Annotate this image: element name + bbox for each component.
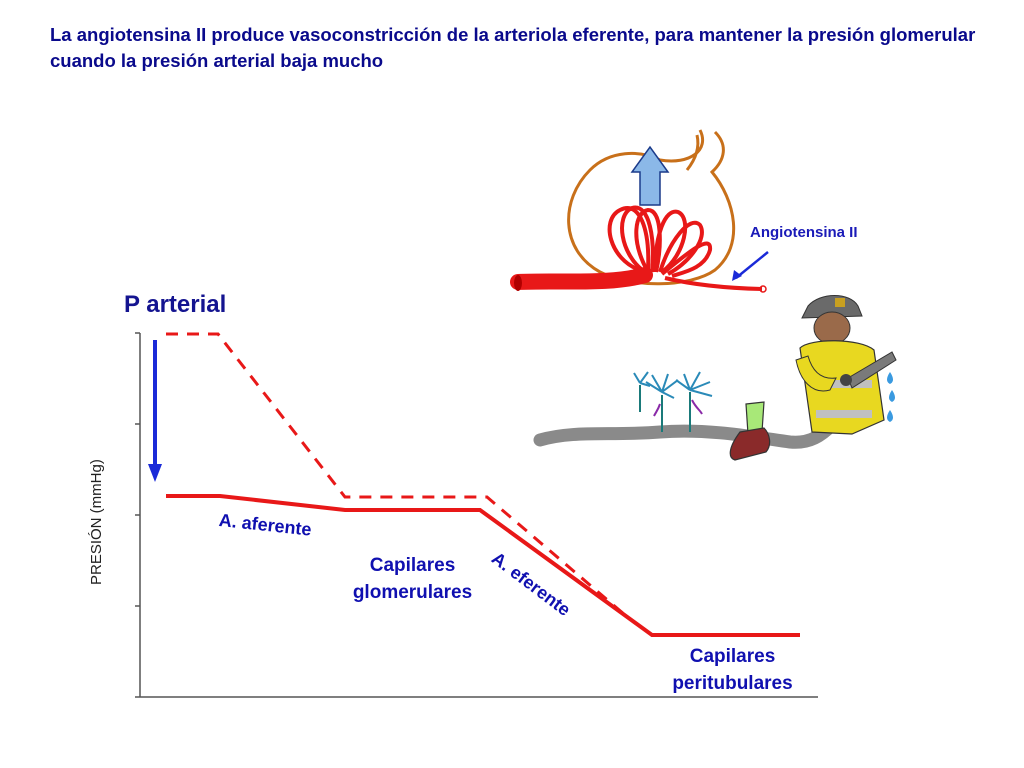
firefighter-icon [795,295,897,435]
efferent-arteriole [664,276,763,291]
p-arterial-label: P arterial [124,291,227,318]
pressure-chart [135,332,818,698]
angiotensin-arrow [732,251,769,281]
angiotensin-label: Angiotensina II [750,224,858,241]
glomerular-capillaries-label: Capilares glomerulares [352,555,473,603]
y-ticks [135,332,140,698]
flower-icon [633,371,713,432]
water-drop-icon [887,372,895,422]
low-pressure-line [166,494,800,637]
peritubular-capillaries-label: Capilares peritubulares [672,646,793,694]
hose-illustration [533,295,897,461]
normal-pressure-line [166,332,626,617]
y-axis-label: PRESIÓN (mmHg) [88,459,105,585]
water-hose-icon [533,418,839,449]
glomerulus-illustration [510,129,767,293]
down-arrow-icon [148,340,162,482]
slide-title: La angiotensina II produce vasoconstricc… [50,24,976,71]
up-arrow-icon [630,145,670,206]
afferent-arteriole [510,267,653,290]
boot-icon [729,401,771,461]
